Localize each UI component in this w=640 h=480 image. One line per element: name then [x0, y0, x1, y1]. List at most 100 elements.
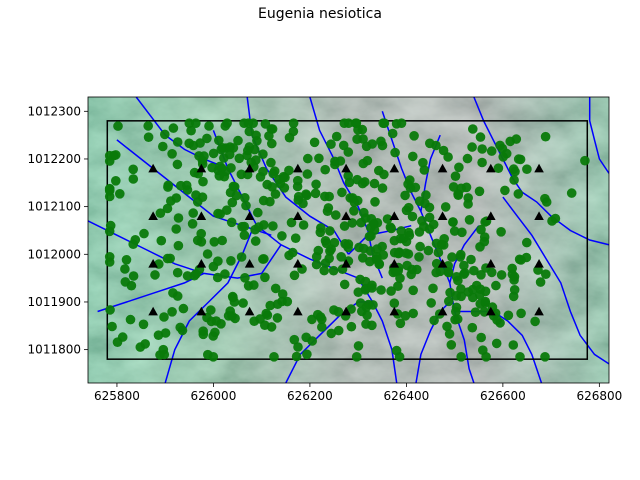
- sampling-triangle: [437, 259, 448, 268]
- occurrence-point: [121, 254, 132, 265]
- occurrence-point: [204, 121, 214, 131]
- occurrence-point: [444, 296, 454, 307]
- occurrence-point: [409, 131, 419, 141]
- occurrence-point: [171, 224, 181, 234]
- sampling-triangle: [341, 259, 351, 268]
- occurrence-point: [470, 307, 481, 318]
- occurrence-point: [501, 148, 512, 159]
- occurrence-point: [364, 231, 375, 242]
- sampling-triangle: [341, 163, 351, 173]
- occurrence-point: [316, 223, 326, 233]
- occurrence-point: [331, 131, 342, 142]
- occurrence-point: [216, 144, 226, 155]
- occurrence-point: [226, 255, 236, 266]
- occurrence-point: [424, 202, 435, 213]
- occurrence-point: [580, 155, 590, 166]
- occurrence-point: [222, 118, 232, 128]
- stream-line: [97, 272, 205, 313]
- occurrence-point: [284, 250, 294, 261]
- occurrence-point: [535, 277, 546, 287]
- occurrence-point: [424, 212, 435, 223]
- occurrence-point: [402, 260, 412, 271]
- occurrence-point: [272, 313, 283, 323]
- occurrence-point: [324, 253, 335, 264]
- occurrence-point: [176, 180, 186, 191]
- occurrence-point: [105, 305, 115, 315]
- occurrence-point: [508, 340, 519, 350]
- occurrence-point: [212, 272, 223, 283]
- occurrence-point: [237, 221, 247, 232]
- occurrence-point: [323, 203, 334, 213]
- sampling-triangle: [534, 306, 544, 316]
- occurrence-point: [320, 164, 331, 175]
- occurrence-point: [419, 165, 430, 175]
- occurrence-point: [509, 285, 520, 295]
- occurrence-point: [443, 267, 454, 277]
- occurrence-point: [425, 138, 435, 149]
- occurrence-point: [464, 215, 475, 225]
- occurrence-point: [358, 134, 368, 144]
- occurrence-point: [128, 174, 139, 184]
- occurrence-point: [505, 136, 515, 147]
- sampling-triangle: [244, 306, 255, 316]
- occurrence-point: [268, 221, 278, 231]
- occurrence-point: [298, 220, 309, 230]
- occurrence-point: [255, 172, 266, 182]
- occurrence-point: [541, 197, 552, 207]
- occurrence-point: [492, 315, 502, 325]
- occurrence-point: [386, 286, 396, 296]
- y-tick-label: 1012100: [28, 200, 81, 214]
- occurrence-point: [307, 336, 318, 346]
- occurrence-point: [143, 132, 154, 142]
- occurrence-point: [277, 289, 288, 299]
- occurrence-point: [369, 219, 379, 229]
- sampling-triangle: [341, 306, 351, 316]
- sampling-triangle: [389, 306, 400, 316]
- occurrence-point: [481, 352, 491, 362]
- x-tick-label: 626600: [480, 389, 526, 403]
- occurrence-point: [156, 235, 167, 246]
- occurrence-point: [376, 285, 386, 295]
- occurrence-point: [338, 140, 349, 151]
- occurrence-point: [382, 214, 393, 224]
- occurrence-point: [172, 291, 183, 301]
- occurrence-point: [249, 280, 259, 290]
- occurrence-point: [198, 329, 209, 340]
- occurrence-point: [319, 265, 330, 276]
- occurrence-point: [279, 183, 290, 193]
- x-axis: 625800 626000 626200 626400 626600 626800: [94, 383, 622, 403]
- occurrence-point: [445, 287, 455, 298]
- occurrence-point: [160, 129, 170, 140]
- occurrence-point: [351, 352, 362, 362]
- occurrence-point: [158, 344, 169, 355]
- sampling-triangle: [534, 259, 544, 268]
- occurrence-point: [251, 130, 261, 141]
- occurrence-point: [358, 252, 368, 263]
- occurrence-point: [267, 182, 277, 192]
- occurrence-point: [403, 249, 414, 259]
- occurrence-point: [167, 149, 177, 159]
- occurrence-point: [361, 141, 372, 152]
- occurrence-point: [262, 310, 273, 321]
- occurrence-point: [128, 271, 139, 281]
- occurrence-point: [298, 198, 308, 209]
- occurrence-point: [343, 147, 354, 157]
- occurrence-point: [240, 273, 250, 283]
- occurrence-point: [160, 328, 171, 338]
- occurrence-point: [508, 164, 519, 174]
- occurrence-point: [509, 175, 519, 185]
- occurrence-point: [343, 118, 354, 128]
- occurrence-point: [239, 230, 250, 240]
- occurrence-point: [293, 342, 303, 352]
- occurrence-point: [495, 140, 505, 151]
- occurrence-point: [250, 236, 261, 246]
- x-tick-label: 626400: [383, 389, 429, 403]
- occurrence-point: [228, 181, 239, 192]
- occurrence-point: [349, 206, 359, 216]
- occurrence-point: [451, 306, 461, 317]
- occurrence-point: [326, 328, 337, 339]
- occurrence-point: [139, 228, 149, 239]
- occurrence-point: [172, 159, 183, 170]
- occurrence-point: [428, 283, 438, 294]
- occurrence-point: [330, 156, 340, 167]
